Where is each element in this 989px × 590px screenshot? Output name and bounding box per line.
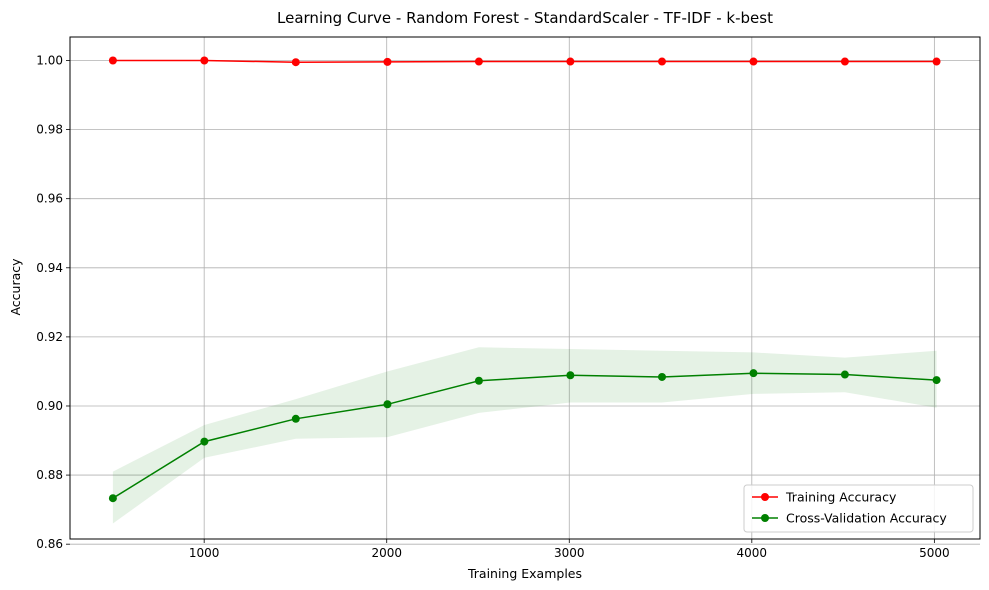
data-point	[749, 57, 758, 66]
x-axis-label: Training Examples	[467, 566, 582, 581]
data-point	[658, 57, 667, 66]
data-point	[108, 56, 117, 65]
legend-label: Cross-Validation Accuracy	[786, 511, 947, 526]
legend-box	[743, 484, 974, 533]
y-tick-label: 0.92	[36, 330, 63, 344]
data-point	[566, 371, 575, 380]
legend-marker	[761, 493, 769, 501]
y-tick-label: 1.00	[36, 53, 63, 67]
y-tick-label: 0.98	[36, 123, 63, 137]
data-point	[566, 57, 575, 66]
x-tick-label: 3000	[554, 546, 585, 560]
chart-title: Learning Curve - Random Forest - Standar…	[277, 9, 773, 27]
legend-label: Training Accuracy	[785, 490, 897, 505]
y-tick-label: 0.94	[36, 261, 63, 275]
data-point	[291, 58, 300, 67]
x-tick-label: 1000	[189, 546, 220, 560]
legend: Training Accuracy Cross-Validation Accura…	[743, 484, 974, 533]
y-tick-label: 0.90	[36, 399, 63, 413]
data-point	[840, 370, 849, 379]
axis-ticks: 1000 2000 3000 4000 5000 0.86 0.88 0.90 0.92 0.94…	[36, 53, 949, 560]
series-line-0	[112, 59, 937, 63]
data-point	[749, 369, 758, 378]
data-point	[291, 414, 300, 423]
data-point	[474, 57, 483, 66]
data-point	[932, 376, 941, 385]
series-line-1	[112, 372, 937, 499]
confidence-band-1	[112, 347, 937, 524]
data-point	[200, 56, 209, 65]
legend-marker	[761, 514, 769, 522]
data-point	[658, 372, 667, 381]
plot-frame	[69, 36, 981, 540]
data-point	[932, 57, 941, 66]
grid-lines	[70, 37, 980, 545]
x-tick-label: 4000	[737, 546, 768, 560]
data-point	[474, 376, 483, 385]
data-point	[108, 494, 117, 503]
x-tick-label: 2000	[371, 546, 402, 560]
y-tick-label: 0.88	[36, 468, 63, 482]
data-point	[383, 57, 392, 66]
series-lines	[108, 56, 941, 503]
data-point	[840, 57, 849, 66]
y-tick-label: 0.86	[36, 537, 63, 551]
y-tick-label: 0.96	[36, 192, 63, 206]
y-axis-label: Accuracy	[8, 258, 23, 316]
data-point	[383, 400, 392, 409]
x-tick-label: 5000	[919, 546, 950, 560]
data-point	[200, 437, 209, 446]
